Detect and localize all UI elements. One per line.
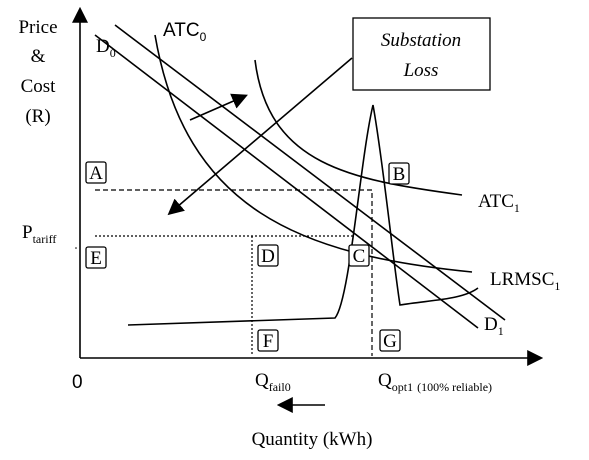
point-label: A [89,163,103,184]
lrmsc-curve [127,104,479,326]
point-box [257,329,279,352]
y-axis-label: (R) [25,106,50,127]
point-label: G [383,331,397,352]
point-box [388,162,410,185]
label-sub: tariff [33,232,57,246]
dotted-guide [95,235,355,356]
point-label: D [261,246,275,267]
point-label: F [263,331,274,352]
label-sub: 1 [498,324,504,338]
curve-label: Qfail0 [255,370,291,394]
callout-box [352,17,491,91]
label-main: Q [378,370,392,391]
curve-label: D0 [96,36,116,60]
label-sub: 1 [554,279,560,293]
point-box [85,161,107,184]
label-sub: fail0 [269,380,291,394]
y-axis-label: Price [18,17,57,38]
label-main: P [22,222,33,243]
point-label: C [353,246,366,267]
origin-label: 0 [72,372,83,393]
label-main: D [96,36,110,57]
label-sub: 0 [200,30,207,44]
point-box [85,246,107,269]
label-main: D [484,314,498,335]
x-axis-label: Quantity (kWh) [252,429,373,450]
point-box [379,329,401,352]
label-sub: 0 [110,46,116,60]
dot [75,247,77,249]
arrow [167,57,353,216]
label-main: ATC [478,191,514,212]
callout-text: Loss [403,60,439,81]
demand-d1 [114,24,506,321]
y-axis-label: & [31,46,46,67]
callout-text: Substation [381,30,461,51]
curve-label: ATC0 [163,20,207,44]
curve-label: D1 [484,314,504,338]
label-sub: 1 [514,201,520,215]
dashed-guide [95,189,373,356]
y-axis-label: Cost [21,76,57,97]
curve-label: Qopt1 (100% reliable) [378,370,492,394]
demand-d0 [94,34,479,329]
label-sub: opt1 [392,380,413,394]
curve-label: ATC1 [478,191,520,215]
point-box [257,244,279,267]
atc1-curve [254,59,463,196]
label-note: (100% reliable) [417,380,492,394]
atc0-curve [154,34,473,273]
curve-label: LRMSC1 [490,269,560,293]
point-label: E [90,248,102,269]
point-box [348,244,370,267]
arrow [189,93,248,121]
label-main: LRMSC [490,269,554,290]
curve-label: Ptariff [22,222,56,246]
point-label: B [393,164,406,185]
label-main: ATC [163,20,200,41]
label-main: Q [255,370,269,391]
